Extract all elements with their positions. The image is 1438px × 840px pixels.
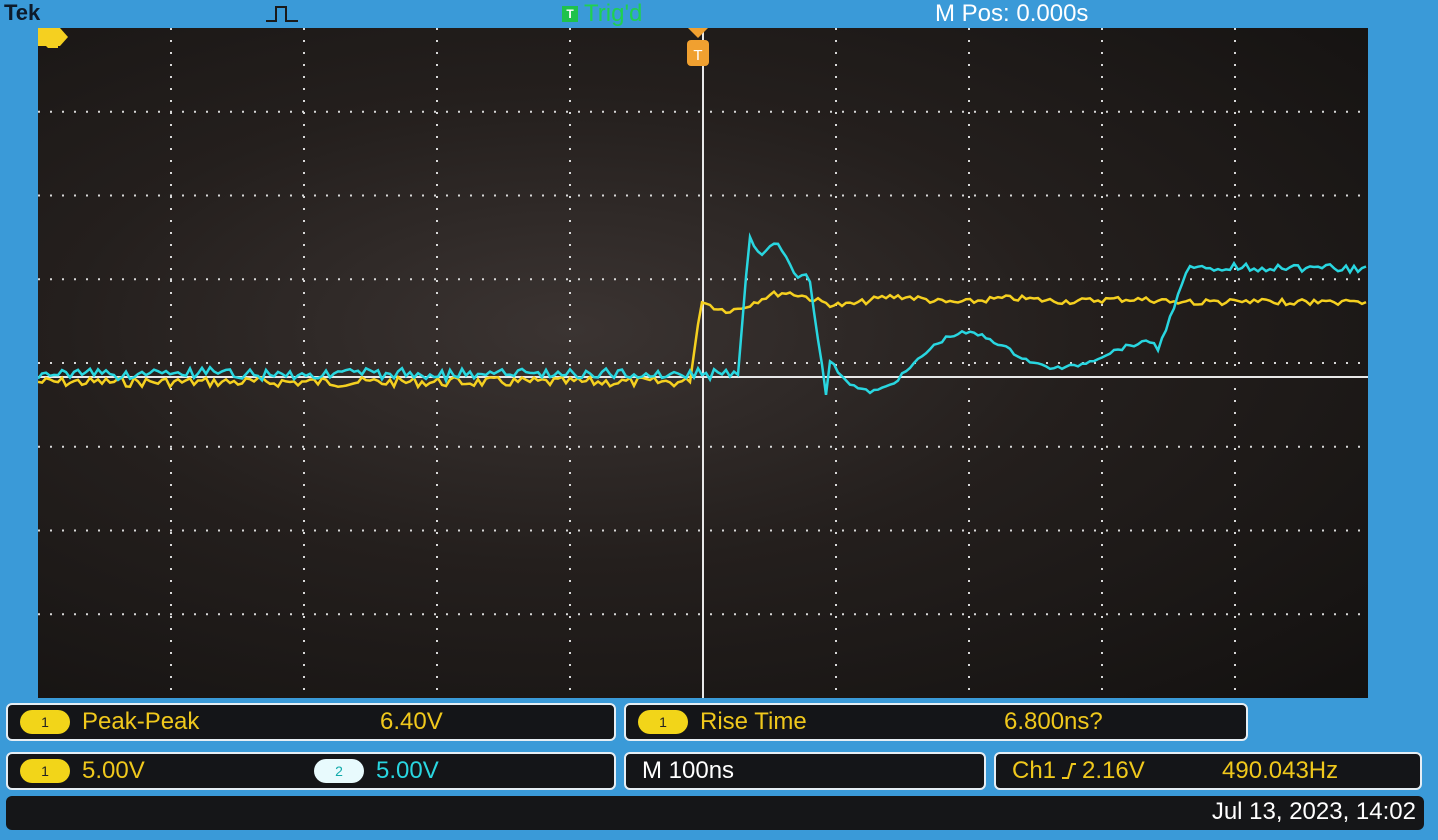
timebase-box[interactable]: M 100ns — [624, 752, 986, 790]
top-status-bar: Tek T Trig'd M Pos: 0.000s — [0, 0, 1438, 28]
ch1-chip: 1 — [20, 710, 70, 734]
date-time-bar: Jul 13, 2023, 14:02 — [6, 796, 1424, 830]
measurement-name: Rise Time — [700, 708, 807, 735]
measurement-peak-peak[interactable]: 1 Peak-Peak 6.40V — [6, 703, 616, 741]
rising-pulse-icon — [266, 6, 298, 22]
ch1-chip: 1 — [20, 759, 70, 783]
ch2-scale: 5.00V — [376, 757, 439, 784]
trigger-level: 2.16V — [1082, 757, 1145, 784]
channel-scales[interactable]: 1 5.00V 2 5.00V — [6, 752, 616, 790]
measurement-name: Peak-Peak — [82, 708, 200, 735]
waveform-display: 1 — [38, 28, 1368, 698]
trigger-position-marker: T — [687, 28, 709, 66]
timebase-readout: M 100ns — [642, 757, 735, 784]
trigger-source: Ch1 — [1012, 757, 1057, 784]
brand-label: Tek — [4, 0, 41, 25]
measurement-value: 6.40V — [380, 708, 443, 735]
trigger-status: T Trig'd — [562, 0, 642, 28]
ch2-chip: 2 — [314, 759, 364, 783]
trigger-icon: T — [562, 6, 578, 22]
trigger-info-box[interactable]: Ch1 2.16V 490.043Hz — [994, 752, 1422, 790]
rising-edge-icon — [1062, 763, 1077, 779]
waveform-graticule — [38, 28, 1368, 698]
trigger-level-marker-icon — [38, 28, 58, 48]
trigger-status-text: Trig'd — [584, 0, 643, 27]
ch1-chip: 1 — [638, 710, 688, 734]
m-pos-readout: M Pos: 0.000s — [935, 0, 1089, 27]
measurement-rise-time[interactable]: 1 Rise Time 6.800ns? — [624, 703, 1248, 741]
ch2-waveform — [38, 232, 1367, 395]
date-time: Jul 13, 2023, 14:02 — [1211, 798, 1416, 825]
ch1-scale: 5.00V — [82, 757, 145, 784]
trigger-position-label: T — [693, 47, 702, 64]
measurement-value: 6.800ns? — [1004, 708, 1103, 735]
frequency-readout: 490.043Hz — [1222, 757, 1339, 784]
